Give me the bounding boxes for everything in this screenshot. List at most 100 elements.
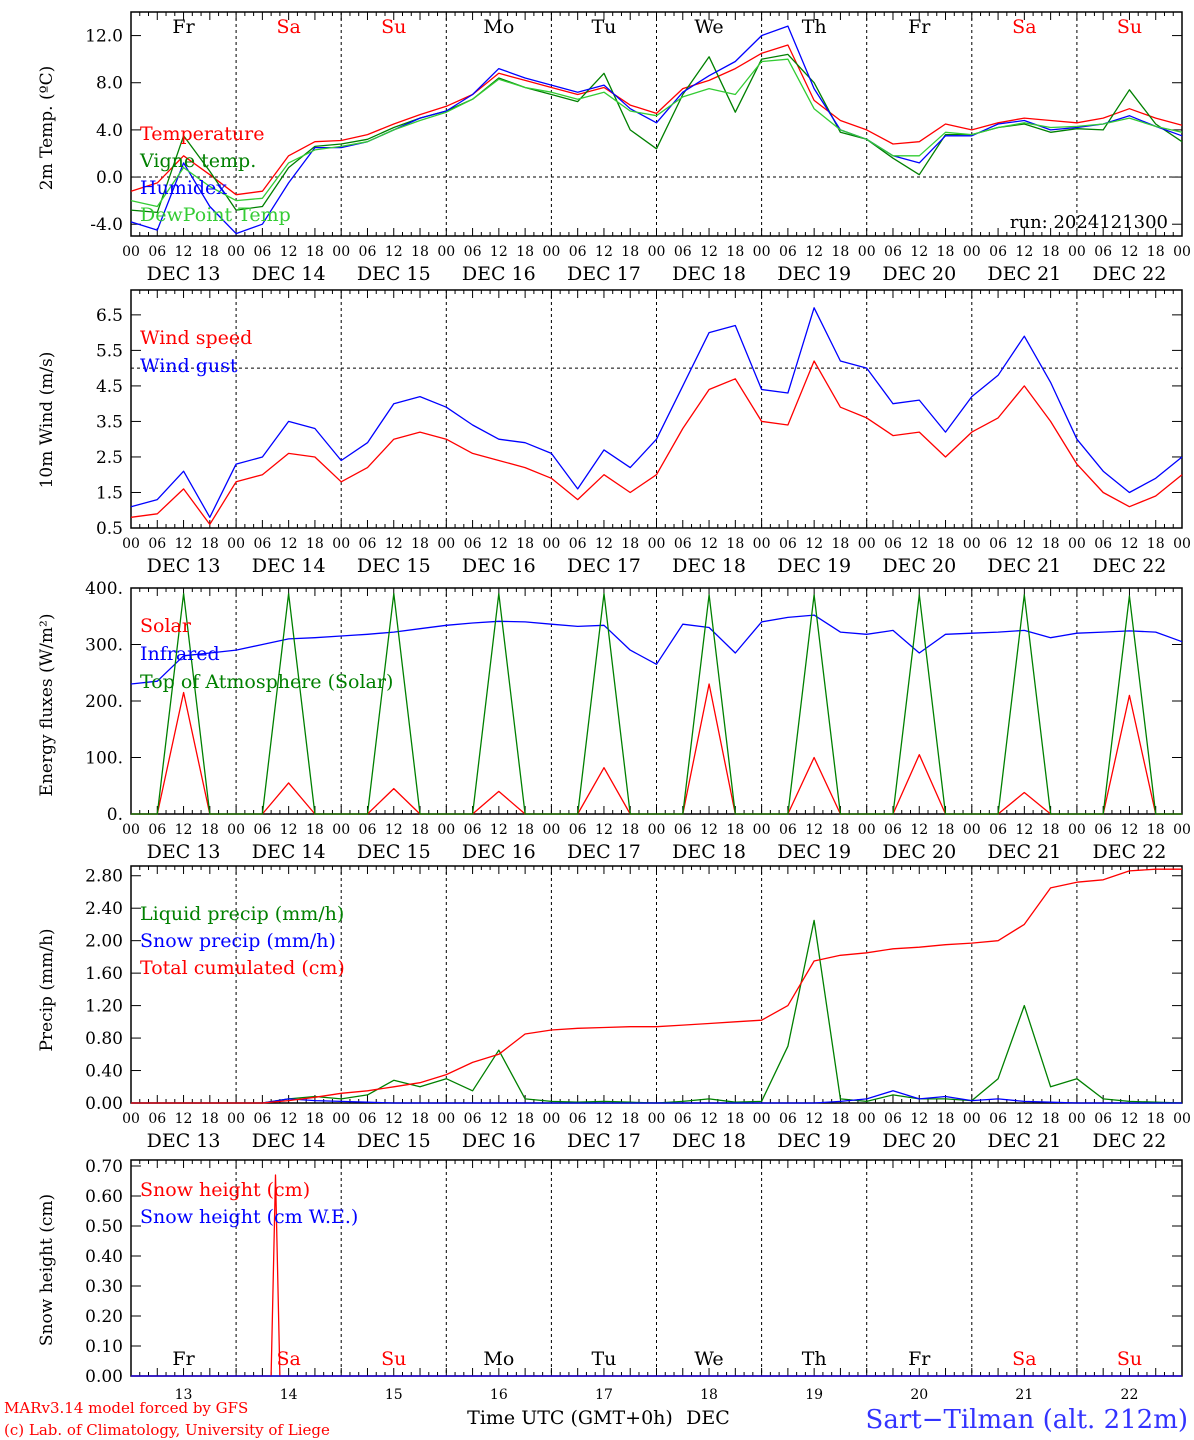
date-label: DEC 16 xyxy=(462,555,536,577)
hour-label: 00 xyxy=(1173,1111,1191,1127)
series-line-3 xyxy=(130,25,1183,235)
y-tick-label: 100. xyxy=(85,749,123,769)
date-label: DEC 15 xyxy=(357,555,431,577)
date-label: DEC 18 xyxy=(672,1130,746,1152)
hour-label: 00 xyxy=(542,822,560,838)
hour-label: 18 xyxy=(937,244,955,260)
hour-label: 06 xyxy=(253,1111,271,1127)
y-tick-label: 400. xyxy=(85,579,123,599)
hour-label: 06 xyxy=(674,244,692,260)
date-label: DEC 21 xyxy=(987,555,1061,577)
hour-label: 18 xyxy=(411,1111,429,1127)
y-tick-label: 0.40 xyxy=(85,1062,123,1082)
panel-1: 12.0 8.0 4.0 0.0 -4.0 2m Temp. (ºC) Temperatur… xyxy=(37,11,1191,285)
hour-label: 00 xyxy=(1173,244,1191,260)
hour-label: 12 xyxy=(280,536,298,552)
legend-entry: Liquid precip (mm/h) xyxy=(140,903,344,925)
series-line-2 xyxy=(130,614,1183,685)
hour-label: 18 xyxy=(306,244,324,260)
hour-label: 00 xyxy=(437,822,455,838)
hour-label: 12 xyxy=(175,244,193,260)
credit-line-2: (c) Lab. of Climatology, University of L… xyxy=(4,1421,330,1439)
hour-label: 06 xyxy=(779,244,797,260)
hour-label: 06 xyxy=(1094,536,1112,552)
plot-frame xyxy=(130,289,1183,529)
hour-label: 12 xyxy=(490,822,508,838)
y-tick-label: 2.5 xyxy=(96,448,123,468)
y-axis-label: Snow height (cm) xyxy=(37,1194,57,1346)
hour-label: 00 xyxy=(542,244,560,260)
y-tick-label: 0.10 xyxy=(85,1337,123,1357)
hour-label: 06 xyxy=(148,536,166,552)
hour-label: 06 xyxy=(464,822,482,838)
hour-label: 18 xyxy=(516,822,534,838)
date-label: DEC 15 xyxy=(357,263,431,285)
legend-entry: Vigne temp. xyxy=(139,150,256,172)
hour-label: 00 xyxy=(332,1111,350,1127)
hour-label: 18 xyxy=(726,244,744,260)
hour-label: 06 xyxy=(253,822,271,838)
date-label: DEC 20 xyxy=(882,555,956,577)
y-tick-label: 0.70 xyxy=(85,1157,123,1177)
hour-label: 18 xyxy=(411,822,429,838)
date-label: DEC 13 xyxy=(147,1130,221,1152)
hour-label: 00 xyxy=(437,1111,455,1127)
day-name: Th xyxy=(802,16,827,38)
panel-5: 0.70 0.60 0.50 0.40 0.30 0.20 0.10 0.00 Snow hei… xyxy=(37,1157,1183,1403)
hour-label: 00 xyxy=(858,536,876,552)
date-label: DEC 15 xyxy=(357,841,431,863)
hour-label: 12 xyxy=(805,822,823,838)
hour-label: 00 xyxy=(122,1111,140,1127)
date-label: DEC 18 xyxy=(672,841,746,863)
hour-label: 00 xyxy=(1068,822,1086,838)
month-label: DEC xyxy=(686,1407,730,1429)
hour-label: 12 xyxy=(1015,244,1033,260)
hour-label: 12 xyxy=(385,244,403,260)
hour-label: 06 xyxy=(884,536,902,552)
legend-entry: Snow height (cm) xyxy=(140,1179,310,1201)
hour-label: 00 xyxy=(753,536,771,552)
date-label: DEC 21 xyxy=(987,1130,1061,1152)
day-name: Su xyxy=(381,1348,406,1370)
hour-label: 18 xyxy=(832,244,850,260)
y-tick-label: -4.0 xyxy=(90,215,123,235)
hour-label: 18 xyxy=(621,1111,639,1127)
day-name: Tu xyxy=(591,16,616,38)
date-label: DEC 17 xyxy=(567,555,641,577)
run-label: run: 2024121300 xyxy=(1010,212,1168,233)
hour-label: 12 xyxy=(385,1111,403,1127)
hour-label: 06 xyxy=(989,244,1007,260)
hour-label: 00 xyxy=(648,822,666,838)
series-line-1 xyxy=(130,360,1183,526)
hour-label: 00 xyxy=(963,1111,981,1127)
legend-entry: Solar xyxy=(140,615,192,637)
station-label: Sart−Tilman (alt. 212m) xyxy=(866,1405,1188,1435)
hour-label: 06 xyxy=(779,1111,797,1127)
hour-label: 12 xyxy=(490,536,508,552)
day-name: Fr xyxy=(172,16,195,38)
panel-3: 400. 300. 200. 100. 0. Energy fluxes (W/m²) So… xyxy=(37,579,1191,863)
hour-label: 18 xyxy=(621,822,639,838)
y-tick-label: 0. xyxy=(107,805,123,825)
date-label: DEC 21 xyxy=(987,841,1061,863)
hour-label: 00 xyxy=(437,244,455,260)
hour-label: 12 xyxy=(175,536,193,552)
hour-label: 12 xyxy=(700,244,718,260)
hour-label: 00 xyxy=(122,244,140,260)
hour-label: 18 xyxy=(832,1111,850,1127)
x-axis-label: Time UTC (GMT+0h) xyxy=(467,1407,673,1429)
day-number: 18 xyxy=(700,1387,718,1403)
hour-label: 12 xyxy=(805,536,823,552)
hour-label: 12 xyxy=(595,1111,613,1127)
date-label: DEC 18 xyxy=(672,555,746,577)
hour-label: 18 xyxy=(1147,1111,1165,1127)
date-label: DEC 19 xyxy=(777,263,851,285)
date-label: DEC 17 xyxy=(567,841,641,863)
hour-label: 00 xyxy=(122,536,140,552)
hour-label: 18 xyxy=(516,1111,534,1127)
legend-entry: Snow height (cm W.E.) xyxy=(140,1206,358,1228)
day-number: 13 xyxy=(175,1387,193,1403)
hour-label: 06 xyxy=(989,1111,1007,1127)
hour-label: 12 xyxy=(385,536,403,552)
plot-frame xyxy=(130,865,1183,1104)
